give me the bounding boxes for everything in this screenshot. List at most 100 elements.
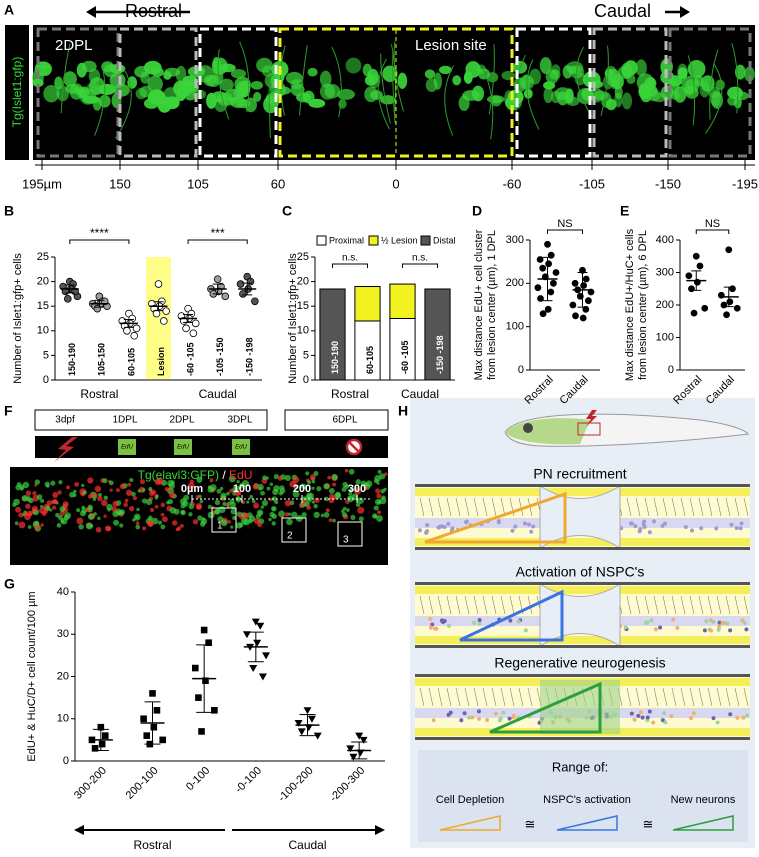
cell [187, 482, 195, 490]
point [198, 728, 205, 735]
cell [278, 510, 285, 518]
point [692, 252, 700, 260]
fiber [743, 497, 749, 517]
cell [271, 507, 276, 511]
cell [501, 710, 506, 715]
cell [452, 75, 462, 86]
y-tick-label: 15 [37, 300, 49, 312]
cord-outline-top [415, 484, 750, 487]
cell [97, 492, 102, 497]
cell [605, 66, 617, 81]
cell [236, 479, 240, 484]
y-axis-label: Max distance EdU+/HuC+ cells [624, 228, 636, 381]
cell [314, 497, 320, 503]
cell [253, 91, 262, 102]
cell [372, 513, 378, 519]
step-title: Regenerative neurogenesis [494, 655, 665, 671]
axon [488, 44, 495, 115]
cell [160, 524, 166, 530]
position-label: 195µm [22, 176, 62, 191]
point [205, 639, 212, 646]
cell [14, 521, 19, 526]
cell [266, 486, 271, 491]
y-tick-label: 0 [668, 364, 674, 376]
cell [711, 716, 716, 721]
fiber [464, 687, 470, 707]
error-bar [94, 299, 105, 308]
cell [373, 505, 379, 511]
cell [327, 475, 332, 480]
cell [43, 84, 60, 103]
cells [12, 468, 388, 533]
cell [156, 477, 164, 485]
cell [376, 510, 382, 515]
cell [230, 69, 247, 79]
cord-outline-top [415, 582, 750, 585]
cord-outline-bot [415, 737, 750, 740]
cell [251, 499, 256, 504]
cell [511, 713, 516, 718]
cell [341, 512, 348, 518]
cell [230, 508, 237, 515]
region-box [515, 27, 592, 158]
fiber [500, 595, 506, 615]
y-tick-label: 25 [37, 251, 49, 263]
roi-label: 1 [217, 521, 223, 532]
cell [183, 494, 190, 501]
fiber [671, 497, 677, 517]
panel-label: B [4, 203, 14, 219]
cell [154, 496, 159, 500]
stain-green: Tg(elavl3:GFP) [138, 468, 219, 482]
group-label: Caudal [288, 838, 326, 852]
cell [458, 95, 470, 112]
point [251, 297, 259, 306]
region-box [118, 27, 198, 158]
timeline-label: 1DPL [112, 415, 137, 426]
cell [18, 521, 26, 529]
cell [135, 521, 140, 526]
cell [635, 59, 647, 77]
cell [543, 81, 556, 90]
cell [97, 495, 103, 502]
sig-bracket [69, 239, 130, 244]
cell [450, 526, 455, 531]
point [690, 309, 698, 317]
cell [566, 61, 584, 75]
fiber [428, 497, 434, 517]
cell [101, 61, 114, 73]
axon [94, 65, 106, 136]
cell [296, 92, 312, 103]
sig-label: n.s. [342, 253, 358, 264]
cell [227, 501, 231, 506]
y-tick-label: 100 [656, 331, 674, 343]
cell [73, 489, 77, 494]
region-box [668, 27, 752, 158]
cell [196, 476, 203, 483]
error-bar [64, 284, 75, 294]
cell [677, 67, 688, 79]
cell [243, 512, 250, 519]
cell [309, 474, 316, 481]
category-label: -105 -150 [215, 337, 225, 376]
cell [734, 91, 749, 101]
range-triangle [424, 491, 567, 544]
fiber [680, 687, 686, 707]
point [200, 626, 208, 634]
cell [344, 468, 349, 473]
fiber [743, 687, 749, 707]
cell [260, 505, 264, 509]
cell [690, 528, 695, 533]
fiber [473, 687, 479, 707]
error-bar [723, 286, 734, 308]
fiber [644, 595, 650, 615]
point [213, 275, 222, 283]
point [579, 314, 587, 322]
category-label: 150-190 [330, 341, 340, 374]
cell [239, 522, 244, 528]
cell [430, 622, 435, 627]
cell [40, 498, 45, 503]
cell [428, 617, 433, 622]
point [539, 310, 547, 318]
cell [292, 490, 300, 498]
y-tick-label: 300 [656, 266, 674, 278]
